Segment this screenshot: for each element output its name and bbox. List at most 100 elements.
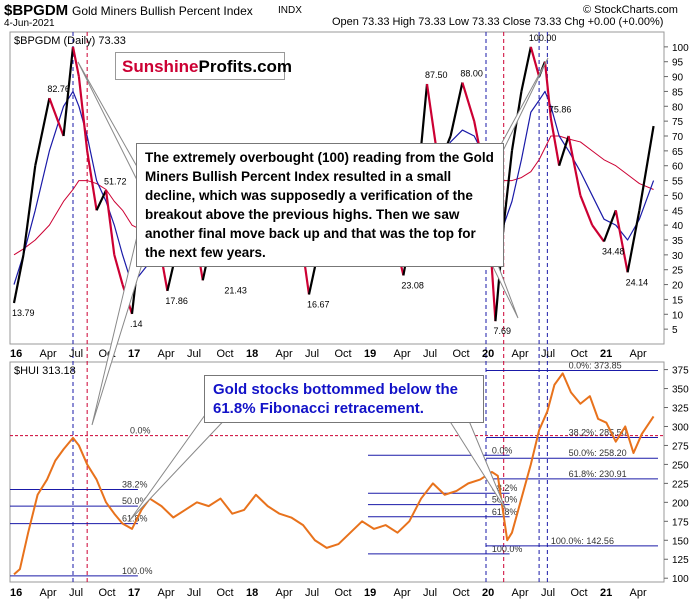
price-segment <box>12 254 25 304</box>
price-segment <box>113 254 124 285</box>
price-segment <box>638 125 655 211</box>
price-segment <box>22 165 37 256</box>
logo-part-sunshine: Sunshine <box>122 57 199 76</box>
fib-label-2020: 100.0%: 142.56 <box>551 536 614 546</box>
price-segment <box>77 76 89 151</box>
bottom-callout-pointer-2016 <box>129 407 233 521</box>
price-segment <box>71 46 80 77</box>
top-x-tick-label: 17 <box>128 348 140 360</box>
fib-label-2019: 50.0% <box>492 495 518 505</box>
price-segment <box>520 46 532 92</box>
bottom-x-tick-label: 21 <box>600 587 612 599</box>
top-value-label: 88.00 <box>460 69 483 79</box>
top-x-tick-label: Jul <box>423 348 437 360</box>
price-segment <box>62 46 75 137</box>
top-y-tick-label: 25 <box>672 266 684 277</box>
top-y-tick-label: 80 <box>672 102 684 113</box>
top-value-label: 34.48 <box>602 247 625 257</box>
fib-label-2020: 61.8%: 230.91 <box>569 469 627 479</box>
top-callout-pointer-2016 <box>77 61 141 187</box>
bottom-x-tick-label: Apr <box>512 587 529 599</box>
bottom-x-tick-label: Jul <box>423 587 437 599</box>
bottom-x-tick-label: Oct <box>99 587 116 599</box>
top-y-tick-label: 65 <box>672 147 684 158</box>
index-name: Gold Miners Bullish Percent Index <box>72 4 253 18</box>
bottom-y-tick-label: 175 <box>672 517 689 528</box>
fib-label-2019: 0.0% <box>492 445 513 455</box>
top-value-label: .14 <box>130 319 143 329</box>
bottom-y-tick-label: 325 <box>672 404 689 415</box>
bottom-x-tick-label: Jul <box>69 587 83 599</box>
price-segment <box>591 224 605 243</box>
bottom-y-tick-label: 250 <box>672 460 689 471</box>
top-y-tick-label: 40 <box>672 221 684 232</box>
bottom-x-tick-label: 16 <box>10 587 22 599</box>
top-value-label: 17.86 <box>165 296 188 306</box>
top-y-tick-label: 95 <box>672 58 684 69</box>
top-value-label: 24.14 <box>626 277 649 287</box>
top-x-tick-label: Oct <box>335 348 352 360</box>
bottom-y-tick-label: 200 <box>672 498 689 509</box>
symbol-title: $BPGDM <box>4 2 69 19</box>
bottom-y-tick-label: 100 <box>672 574 689 585</box>
fib-label-2019: 61.8% <box>492 507 518 517</box>
top-value-label: 21.43 <box>224 285 247 295</box>
top-series-legend: $BPGDM (Daily) 73.33 <box>14 35 126 47</box>
bottom-x-tick-label: 18 <box>246 587 258 599</box>
price-segment <box>579 195 594 226</box>
bottom-y-tick-label: 300 <box>672 422 689 433</box>
date-label: 4-Jun-2021 <box>4 18 55 29</box>
fib-label-2016: 38.2% <box>122 479 148 489</box>
bottom-x-tick-label: Oct <box>335 587 352 599</box>
bottom-x-tick-label: 20 <box>482 587 494 599</box>
price-segment <box>502 150 514 226</box>
top-value-label: 51.72 <box>104 176 127 186</box>
top-y-tick-label: 85 <box>672 87 684 98</box>
top-y-tick-label: 60 <box>672 162 684 173</box>
fib-label-2016: 100.0% <box>122 566 153 576</box>
top-annotation-box: The extremely overbought (100) reading f… <box>136 143 504 267</box>
fib-label-2020: 0.0%: 373.85 <box>569 360 622 370</box>
top-x-tick-label: 16 <box>10 348 22 360</box>
top-value-label: 13.79 <box>12 308 35 318</box>
top-y-tick-label: 55 <box>672 177 684 188</box>
top-panel-frame <box>9 31 665 345</box>
bottom-x-tick-label: Jul <box>305 587 319 599</box>
bottom-y-tick-label: 225 <box>672 479 689 490</box>
top-value-label: 87.50 <box>425 70 448 80</box>
top-x-tick-label: Oct <box>571 348 588 360</box>
price-segment <box>461 82 476 122</box>
price-segment <box>626 210 641 273</box>
top-value-label: 23.08 <box>401 280 424 290</box>
bottom-y-tick-label: 350 <box>672 385 689 396</box>
bottom-x-tick-label: Oct <box>571 587 588 599</box>
price-segment <box>95 189 108 211</box>
price-segment <box>449 82 464 137</box>
price-segment <box>614 210 629 273</box>
top-value-label: 16.67 <box>307 299 330 309</box>
bottom-y-tick-label: 125 <box>672 555 689 566</box>
price-segment <box>529 46 541 77</box>
top-x-tick-label: Jul <box>69 348 83 360</box>
bottom-x-tick-label: Apr <box>40 587 57 599</box>
bottom-x-tick-label: Apr <box>276 587 293 599</box>
bottom-x-tick-label: 17 <box>128 587 140 599</box>
price-segment <box>86 150 98 211</box>
fib-label-2020: 38.2%: 285.50 <box>569 427 627 437</box>
top-value-label: 100.00 <box>529 33 557 43</box>
top-x-tick-label: Apr <box>394 348 411 360</box>
top-x-tick-label: Apr <box>276 348 293 360</box>
top-y-tick-label: 75 <box>672 117 684 128</box>
top-y-tick-label: 50 <box>672 191 684 202</box>
price-segment <box>48 97 65 137</box>
top-y-tick-label: 70 <box>672 132 684 143</box>
top-x-tick-label: Jul <box>541 348 555 360</box>
top-x-tick-label: Apr <box>158 348 175 360</box>
price-segment <box>558 135 570 167</box>
top-y-tick-label: 100 <box>672 43 689 54</box>
logo-part-profits: Profits.com <box>198 57 293 76</box>
top-x-tick-label: Apr <box>40 348 57 360</box>
top-y-tick-label: 20 <box>672 281 684 292</box>
top-x-tick-label: Oct <box>217 348 234 360</box>
